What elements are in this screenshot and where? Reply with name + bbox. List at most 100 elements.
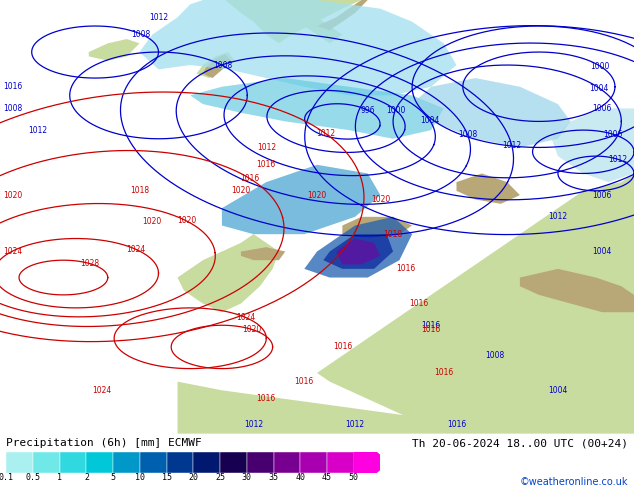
- Text: 1020: 1020: [307, 191, 327, 199]
- Text: 1012: 1012: [548, 212, 567, 221]
- Text: 1012: 1012: [502, 141, 521, 150]
- Text: 1016: 1016: [257, 394, 276, 403]
- Text: 1016: 1016: [409, 299, 428, 308]
- Text: 1000: 1000: [591, 62, 610, 71]
- Text: 1012: 1012: [149, 13, 168, 22]
- Text: 1012: 1012: [244, 420, 263, 429]
- Text: 50: 50: [349, 473, 359, 482]
- Text: 1016: 1016: [257, 160, 276, 169]
- Text: 5: 5: [111, 473, 116, 482]
- Polygon shape: [197, 52, 235, 78]
- Text: 1020: 1020: [177, 217, 196, 225]
- Polygon shape: [520, 269, 634, 312]
- Bar: [60, 452, 86, 473]
- Text: 1016: 1016: [434, 368, 453, 377]
- Text: 2: 2: [84, 473, 89, 482]
- Text: 1012: 1012: [346, 420, 365, 429]
- Text: 1016: 1016: [396, 265, 415, 273]
- Text: 1016: 1016: [422, 325, 441, 334]
- Text: 1016: 1016: [333, 343, 352, 351]
- Text: 0.5: 0.5: [25, 473, 41, 482]
- Bar: [193, 452, 220, 473]
- Text: 1020: 1020: [143, 217, 162, 226]
- Polygon shape: [139, 0, 456, 96]
- Text: 1024: 1024: [3, 247, 22, 256]
- Text: 1000: 1000: [386, 106, 406, 115]
- Polygon shape: [178, 234, 279, 312]
- Text: 1004: 1004: [593, 247, 612, 256]
- Text: 10: 10: [135, 473, 145, 482]
- Text: 25: 25: [215, 473, 225, 482]
- Text: 1: 1: [57, 473, 62, 482]
- Text: 1008: 1008: [458, 130, 477, 139]
- Bar: [86, 452, 113, 473]
- Text: 1012: 1012: [257, 143, 276, 152]
- Text: 1016: 1016: [295, 377, 314, 386]
- Text: 1004: 1004: [548, 386, 567, 395]
- Bar: [140, 452, 167, 473]
- Bar: [220, 452, 247, 473]
- Polygon shape: [241, 247, 285, 260]
- Text: 35: 35: [269, 473, 278, 482]
- Text: 1012: 1012: [609, 155, 628, 164]
- Text: 1006: 1006: [593, 191, 612, 199]
- Text: 20: 20: [188, 473, 198, 482]
- Text: 996: 996: [361, 106, 375, 115]
- Text: 1018: 1018: [384, 230, 403, 239]
- Text: 1012: 1012: [316, 129, 335, 138]
- Polygon shape: [323, 234, 393, 269]
- Text: 1006: 1006: [593, 104, 612, 113]
- Text: 1004: 1004: [590, 84, 609, 93]
- Polygon shape: [342, 217, 412, 239]
- Text: Precipitation (6h) [mm] ECMWF: Precipitation (6h) [mm] ECMWF: [6, 438, 202, 448]
- Text: 1008: 1008: [214, 61, 233, 70]
- Polygon shape: [222, 165, 380, 234]
- Text: 1020: 1020: [242, 325, 261, 334]
- Text: 1008: 1008: [3, 104, 22, 113]
- Bar: [247, 452, 273, 473]
- Bar: [113, 452, 140, 473]
- Text: 0.1: 0.1: [0, 473, 14, 482]
- Bar: [167, 452, 193, 473]
- Bar: [6, 452, 33, 473]
- Polygon shape: [190, 78, 444, 139]
- Polygon shape: [456, 173, 520, 204]
- Text: 1020: 1020: [3, 191, 22, 199]
- Text: 1024: 1024: [92, 386, 111, 395]
- Bar: [327, 452, 354, 473]
- Text: 1020: 1020: [231, 186, 250, 196]
- Text: 30: 30: [242, 473, 252, 482]
- Polygon shape: [412, 78, 571, 147]
- Bar: [273, 452, 301, 473]
- Text: 1008: 1008: [132, 30, 151, 39]
- Text: 1016: 1016: [3, 82, 22, 91]
- Polygon shape: [203, 54, 231, 78]
- Text: 40: 40: [295, 473, 305, 482]
- Text: 45: 45: [322, 473, 332, 482]
- Text: Th 20-06-2024 18..00 UTC (00+24): Th 20-06-2024 18..00 UTC (00+24): [411, 438, 628, 448]
- Text: 1008: 1008: [485, 351, 504, 360]
- Polygon shape: [225, 0, 634, 434]
- Polygon shape: [89, 39, 139, 61]
- Polygon shape: [336, 239, 380, 265]
- Text: 1024: 1024: [236, 313, 255, 322]
- Polygon shape: [552, 108, 634, 182]
- Polygon shape: [178, 382, 444, 434]
- Text: 1016: 1016: [422, 321, 441, 330]
- Polygon shape: [279, 0, 342, 44]
- Text: ©weatheronline.co.uk: ©weatheronline.co.uk: [519, 477, 628, 487]
- Text: 1024: 1024: [126, 245, 146, 254]
- Text: 1004: 1004: [420, 116, 439, 124]
- Text: 1006: 1006: [604, 130, 623, 139]
- Text: 1028: 1028: [80, 259, 99, 268]
- Text: 1012: 1012: [29, 125, 48, 135]
- Text: 15: 15: [162, 473, 172, 482]
- Text: 1016: 1016: [447, 420, 466, 429]
- Bar: [301, 452, 327, 473]
- Text: 1020: 1020: [371, 195, 390, 204]
- Polygon shape: [317, 0, 368, 30]
- Polygon shape: [354, 452, 390, 473]
- Bar: [33, 452, 60, 473]
- Text: 1018: 1018: [130, 186, 149, 196]
- Text: 1016: 1016: [240, 174, 260, 183]
